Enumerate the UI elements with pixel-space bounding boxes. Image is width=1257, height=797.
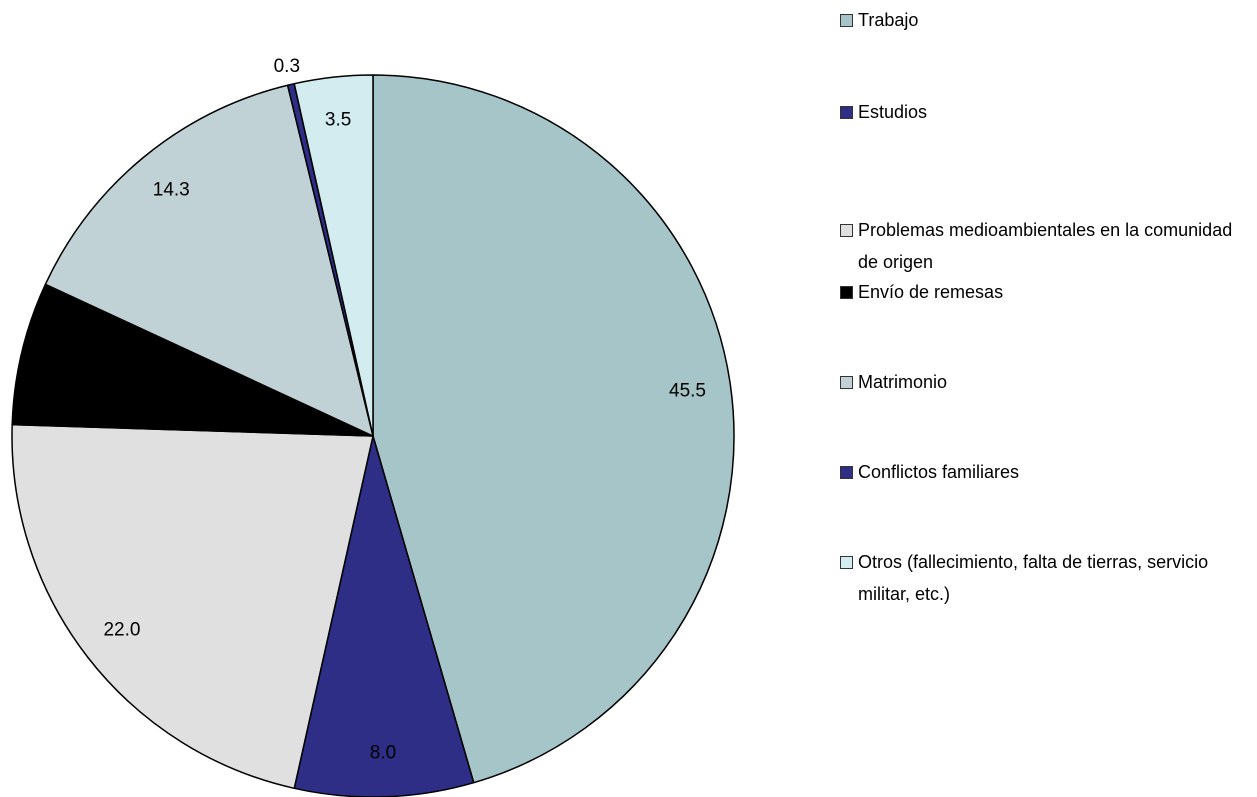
pie-slice <box>11 283 374 437</box>
data-label: 14.3 <box>153 180 190 201</box>
legend-swatch <box>840 376 853 389</box>
legend-label: Estudios <box>858 102 928 122</box>
legend-item: Matrimonio <box>840 366 1250 398</box>
pie-slice <box>11 423 374 790</box>
legend-label: Problemas medioambientales en la comunid… <box>858 220 1233 272</box>
legend-label: Envío de remesas <box>858 282 1004 302</box>
legend-item: Problemas medioambientales en la comunid… <box>840 214 1250 278</box>
legend-swatch <box>840 224 853 237</box>
legend-swatch <box>840 466 853 479</box>
legend-item: Estudios <box>840 96 1250 128</box>
legend-swatch <box>840 14 853 27</box>
chart: 45.5 8.0 22.0 14.3 0.3 3.5 <box>11 56 735 797</box>
data-label: 3.5 <box>325 109 351 130</box>
pie-slice <box>44 84 374 437</box>
legend-label: Trabajo <box>858 10 919 30</box>
data-label: 8.0 <box>370 743 396 764</box>
legend-swatch <box>840 556 853 569</box>
pie-slice <box>372 74 735 784</box>
data-label: 45.5 <box>669 380 706 401</box>
legend-swatch <box>840 286 853 299</box>
legend-label: Matrimonio <box>858 372 948 392</box>
legend-label: Otros (fallecimiento, falta de tierras, … <box>858 552 1209 604</box>
legend-item: Conflictos familiares <box>840 456 1250 488</box>
legend-label: Conflictos familiares <box>858 462 1020 482</box>
legend-item: Otros (fallecimiento, falta de tierras, … <box>840 546 1250 610</box>
legend-item: Trabajo <box>840 4 1250 36</box>
legend-item: Envío de remesas <box>840 276 1250 308</box>
data-label: 22.0 <box>103 620 140 641</box>
legend-swatch <box>840 106 853 119</box>
pie-slice <box>293 74 374 437</box>
data-label: 0.3 <box>274 56 300 77</box>
